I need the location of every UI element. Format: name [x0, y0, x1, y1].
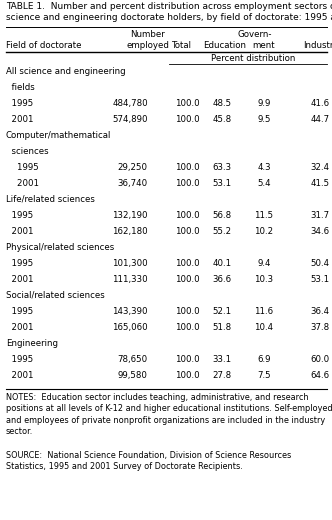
- Text: 7.5: 7.5: [257, 371, 271, 380]
- Text: 55.2: 55.2: [212, 227, 231, 236]
- Text: Total: Total: [172, 41, 192, 50]
- Text: Computer/mathematical: Computer/mathematical: [6, 131, 111, 140]
- Text: 27.8: 27.8: [212, 371, 231, 380]
- Text: 34.6: 34.6: [311, 227, 330, 236]
- Text: 10.2: 10.2: [254, 227, 274, 236]
- Text: 37.8: 37.8: [311, 323, 330, 332]
- Text: 44.7: 44.7: [311, 115, 330, 124]
- Text: 33.1: 33.1: [212, 355, 231, 364]
- Text: 2001: 2001: [6, 115, 34, 124]
- Text: Life/related sciences: Life/related sciences: [6, 195, 95, 204]
- Text: 143,390: 143,390: [112, 307, 148, 316]
- Text: 1995: 1995: [6, 163, 39, 172]
- Text: 64.6: 64.6: [311, 371, 330, 380]
- Text: 36,740: 36,740: [118, 179, 148, 188]
- Text: 1995: 1995: [6, 307, 33, 316]
- Text: 32.4: 32.4: [311, 163, 330, 172]
- Text: 9.5: 9.5: [257, 115, 271, 124]
- Text: 11.6: 11.6: [254, 307, 274, 316]
- Text: 10.3: 10.3: [254, 275, 274, 284]
- Text: 101,300: 101,300: [112, 259, 148, 268]
- Text: 100.0: 100.0: [175, 99, 199, 108]
- Text: 2001: 2001: [6, 275, 34, 284]
- Text: science and engineering doctorate holders, by field of doctorate: 1995 and 2001: science and engineering doctorate holder…: [6, 13, 332, 22]
- Text: 100.0: 100.0: [175, 275, 199, 284]
- Text: 5.4: 5.4: [257, 179, 271, 188]
- Text: 10.4: 10.4: [254, 323, 274, 332]
- Text: Percent distribution: Percent distribution: [210, 54, 295, 63]
- Text: TABLE 1.  Number and percent distribution across employment sectors of: TABLE 1. Number and percent distribution…: [6, 2, 332, 11]
- Text: sciences: sciences: [6, 147, 48, 156]
- Text: 111,330: 111,330: [112, 275, 148, 284]
- Text: 78,650: 78,650: [118, 355, 148, 364]
- Text: 100.0: 100.0: [175, 211, 199, 220]
- Text: 31.7: 31.7: [311, 211, 330, 220]
- Text: Govern-: Govern-: [237, 30, 272, 39]
- Text: 100.0: 100.0: [175, 259, 199, 268]
- Text: 36.4: 36.4: [311, 307, 330, 316]
- Text: 9.4: 9.4: [257, 259, 271, 268]
- Text: 52.1: 52.1: [212, 307, 231, 316]
- Text: 100.0: 100.0: [175, 371, 199, 380]
- Text: Engineering: Engineering: [6, 339, 58, 348]
- Text: 51.8: 51.8: [212, 323, 231, 332]
- Text: 41.5: 41.5: [311, 179, 330, 188]
- Text: 56.8: 56.8: [212, 211, 231, 220]
- Text: Social/related sciences: Social/related sciences: [6, 291, 105, 300]
- Text: 29,250: 29,250: [118, 163, 148, 172]
- Text: 1995: 1995: [6, 355, 33, 364]
- Text: 6.9: 6.9: [257, 355, 271, 364]
- Text: 574,890: 574,890: [112, 115, 148, 124]
- Text: 40.1: 40.1: [212, 259, 231, 268]
- Text: Number: Number: [130, 30, 165, 39]
- Text: 45.8: 45.8: [212, 115, 231, 124]
- Text: 132,190: 132,190: [112, 211, 148, 220]
- Text: 36.6: 36.6: [212, 275, 231, 284]
- Text: 1995: 1995: [6, 211, 33, 220]
- Text: 9.9: 9.9: [257, 99, 271, 108]
- Text: 11.5: 11.5: [254, 211, 274, 220]
- Text: Field of doctorate: Field of doctorate: [6, 41, 81, 50]
- Text: 2001: 2001: [6, 371, 34, 380]
- Text: 100.0: 100.0: [175, 227, 199, 236]
- Text: 53.1: 53.1: [212, 179, 231, 188]
- Text: 99,580: 99,580: [118, 371, 148, 380]
- Text: Industry: Industry: [303, 41, 332, 50]
- Text: 162,180: 162,180: [112, 227, 148, 236]
- Text: 100.0: 100.0: [175, 179, 199, 188]
- Text: NOTES:  Education sector includes teaching, administrative, and research
positio: NOTES: Education sector includes teachin…: [6, 393, 332, 436]
- Text: 1995: 1995: [6, 99, 33, 108]
- Text: 2001: 2001: [6, 179, 39, 188]
- Text: fields: fields: [6, 83, 35, 92]
- Text: Education: Education: [204, 41, 247, 50]
- Text: 100.0: 100.0: [175, 323, 199, 332]
- Text: 60.0: 60.0: [311, 355, 330, 364]
- Text: 100.0: 100.0: [175, 115, 199, 124]
- Text: 484,780: 484,780: [112, 99, 148, 108]
- Text: Physical/related sciences: Physical/related sciences: [6, 243, 114, 252]
- Text: 48.5: 48.5: [212, 99, 231, 108]
- Text: All science and engineering: All science and engineering: [6, 67, 125, 76]
- Text: 2001: 2001: [6, 227, 34, 236]
- Text: 100.0: 100.0: [175, 163, 199, 172]
- Text: 100.0: 100.0: [175, 355, 199, 364]
- Text: 63.3: 63.3: [212, 163, 231, 172]
- Text: ment: ment: [253, 41, 275, 50]
- Text: 53.1: 53.1: [311, 275, 330, 284]
- Text: SOURCE:  National Science Foundation, Division of Science Resources
Statistics, : SOURCE: National Science Foundation, Div…: [6, 451, 291, 472]
- Text: 4.3: 4.3: [257, 163, 271, 172]
- Text: 50.4: 50.4: [311, 259, 330, 268]
- Text: 100.0: 100.0: [175, 307, 199, 316]
- Text: 165,060: 165,060: [112, 323, 148, 332]
- Text: 41.6: 41.6: [311, 99, 330, 108]
- Text: 2001: 2001: [6, 323, 34, 332]
- Text: employed: employed: [126, 41, 169, 50]
- Text: 1995: 1995: [6, 259, 33, 268]
